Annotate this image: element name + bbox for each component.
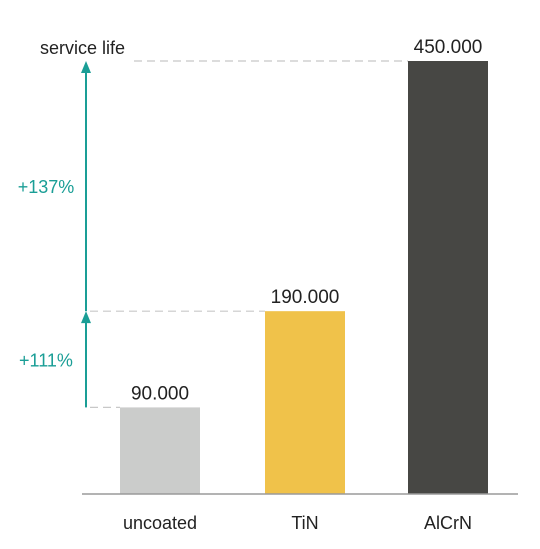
increase-arrows: +111% +137%: [18, 61, 91, 408]
value-label: 450.000: [414, 37, 483, 58]
x-tick-label: AlCrN: [424, 513, 472, 533]
bars: 90.000 190.000 450.000: [120, 37, 488, 494]
x-tick-labels: uncoated TiN AlCrN: [123, 513, 472, 533]
value-label: 190.000: [271, 287, 340, 308]
bar-uncoated: [120, 407, 200, 494]
bar-alcrn: [408, 61, 488, 494]
chart-title: service life: [40, 38, 125, 58]
arrow-head-icon: [81, 61, 91, 73]
increase-label: +111%: [19, 350, 73, 370]
guide-lines: [90, 60, 408, 408]
x-tick-label: uncoated: [123, 513, 197, 533]
arrow-head-icon: [81, 311, 91, 324]
bar-tin: [265, 311, 345, 494]
x-tick-label: TiN: [291, 513, 318, 533]
increase-label: +137%: [18, 177, 75, 197]
value-label: 90.000: [131, 383, 189, 404]
